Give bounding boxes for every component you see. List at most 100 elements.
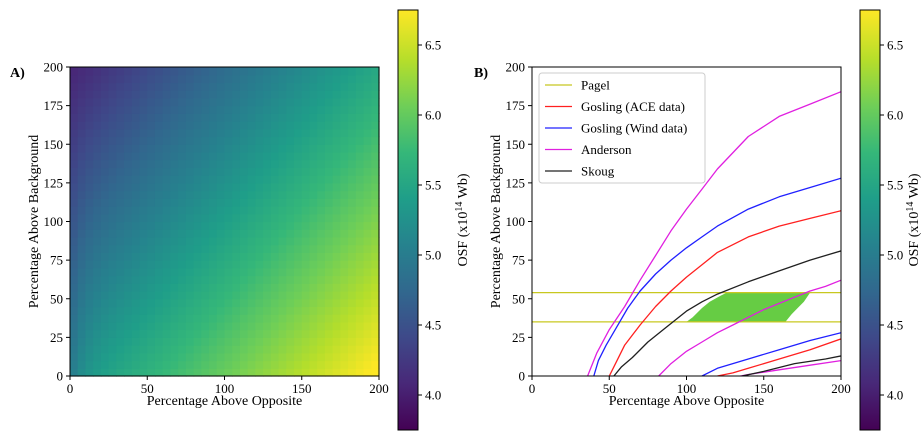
heatmap-cell <box>100 151 110 161</box>
heatmap-cell <box>100 345 110 354</box>
heatmap-cell <box>178 352 187 362</box>
heatmap-cell <box>116 260 125 269</box>
heatmap-cell <box>363 283 372 292</box>
heatmap-cell <box>371 128 380 138</box>
heatmap-cell <box>270 206 280 215</box>
heatmap-cell <box>209 151 218 161</box>
heatmap-cell <box>270 175 280 184</box>
heatmap-cell <box>216 360 226 369</box>
heatmap-cell <box>301 345 311 354</box>
heatmap-cell <box>147 128 156 138</box>
heatmap-cell <box>301 167 311 176</box>
heatmap-cell <box>201 206 210 215</box>
heatmap-cell <box>85 283 94 292</box>
heatmap-cell <box>201 105 210 114</box>
heatmap-cell <box>332 121 341 130</box>
heatmap-cell <box>185 151 195 161</box>
colorbar-a: 4.04.55.05.56.06.5 OSF (x1014 Wb) <box>397 9 471 431</box>
heatmap-cell <box>85 67 94 76</box>
heatmap-cell <box>294 229 303 238</box>
heatmap-cell <box>340 221 349 230</box>
heatmap-cell <box>70 306 79 315</box>
heatmap-cell <box>286 121 295 130</box>
heatmap-cell <box>232 136 241 145</box>
heatmap-cell <box>170 345 179 354</box>
heatmap-cell <box>209 321 218 331</box>
heatmap-cell <box>270 182 280 192</box>
heatmap-cell <box>239 337 249 346</box>
heatmap-cell <box>116 182 125 192</box>
heatmap-cell <box>363 275 372 284</box>
heatmap-cell <box>201 128 210 138</box>
heatmap-cell <box>100 352 110 362</box>
heatmap-cell <box>108 337 117 346</box>
heatmap-cell <box>124 352 133 362</box>
heatmap-cell <box>216 167 226 176</box>
heatmap-cell <box>309 90 318 99</box>
heatmap-cell <box>348 159 357 169</box>
heatmap-cell <box>108 128 117 138</box>
heatmap-cell <box>224 221 233 230</box>
heatmap-cell <box>209 167 218 176</box>
heatmap-cell <box>324 314 334 323</box>
heatmap-cell <box>209 113 218 122</box>
panel-b-y-tick-label: 150 <box>506 137 526 152</box>
heatmap-cell <box>232 175 241 184</box>
heatmap-cell <box>100 90 110 99</box>
heatmap-cell <box>100 74 110 84</box>
heatmap-cell <box>154 113 164 122</box>
heatmap-cell <box>85 352 94 362</box>
heatmap-cell <box>209 329 218 338</box>
heatmap-cell <box>70 128 79 138</box>
heatmap-cell <box>301 260 311 269</box>
heatmap-cell <box>278 229 287 238</box>
heatmap-cell <box>371 198 380 207</box>
heatmap-cell <box>201 229 210 238</box>
heatmap-cell <box>371 175 380 184</box>
heatmap-cell <box>201 213 210 223</box>
heatmap-cell <box>263 291 272 300</box>
heatmap-cell <box>270 136 280 145</box>
heatmap-cell <box>247 291 256 300</box>
heatmap-cell <box>216 144 226 153</box>
heatmap-cell <box>263 283 272 292</box>
heatmap-cell <box>93 221 102 230</box>
heatmap-cell <box>270 144 280 153</box>
heatmap-cell <box>124 314 133 323</box>
heatmap-cell <box>286 229 295 238</box>
heatmap-cell <box>317 345 326 354</box>
heatmap-cell <box>224 337 233 346</box>
heatmap-cell <box>270 151 280 161</box>
heatmap-cell <box>278 151 287 161</box>
heatmap-cell <box>332 306 341 315</box>
heatmap-cell <box>201 136 210 145</box>
heatmap-cell <box>286 306 295 315</box>
heatmap-cell <box>77 275 87 284</box>
heatmap-cell <box>317 82 326 91</box>
heatmap-cell <box>363 121 372 130</box>
heatmap-cell <box>263 229 272 238</box>
heatmap-cell <box>85 291 94 300</box>
heatmap-cell <box>317 283 326 292</box>
series-line-skoug <box>741 355 841 376</box>
heatmap-cell <box>77 244 87 253</box>
heatmap-cell <box>124 368 133 377</box>
heatmap-cell <box>317 306 326 315</box>
heatmap-cell <box>294 306 303 315</box>
heatmap-cell <box>124 306 133 315</box>
heatmap-cell <box>301 190 311 199</box>
heatmap-cell <box>239 159 249 169</box>
heatmap-cell <box>154 136 164 145</box>
heatmap-cell <box>124 105 133 114</box>
heatmap-cell <box>371 105 380 114</box>
heatmap-cell <box>270 329 280 338</box>
heatmap-cell <box>116 175 125 184</box>
heatmap-cell <box>131 213 141 223</box>
heatmap-cell <box>255 190 264 199</box>
heatmap-cell <box>324 267 334 277</box>
heatmap-cell <box>278 244 287 253</box>
heatmap-cell <box>332 67 341 76</box>
heatmap-cell <box>348 128 357 138</box>
heatmap-cell <box>154 182 164 192</box>
